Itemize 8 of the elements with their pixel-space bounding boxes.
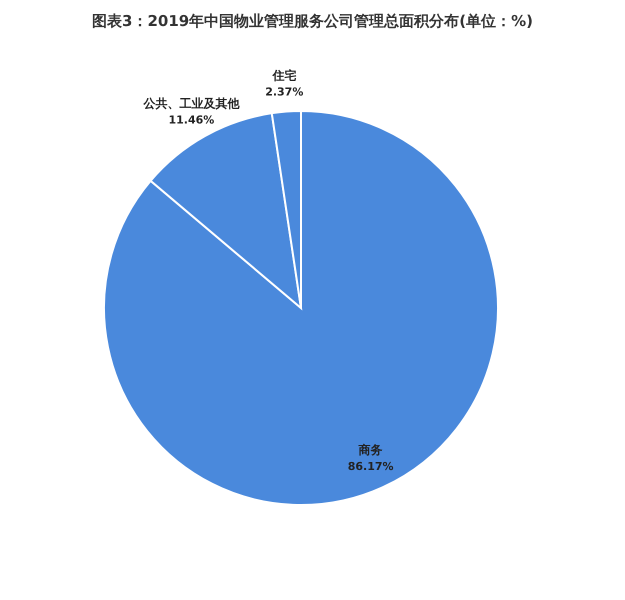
data-label: 11.46% [168, 114, 214, 127]
slice-label: 商务 [358, 443, 383, 458]
data-label: 2.37% [265, 86, 304, 99]
pie-slice [103, 110, 499, 506]
chart-title: 图表3：2019年中国物业管理服务公司管理总面积分布(单位：%) [92, 12, 533, 30]
slice-label: 住宅 [271, 68, 296, 83]
slice-label: 公共、工业及其他 [142, 96, 240, 111]
data-label: 86.17% [348, 460, 394, 474]
